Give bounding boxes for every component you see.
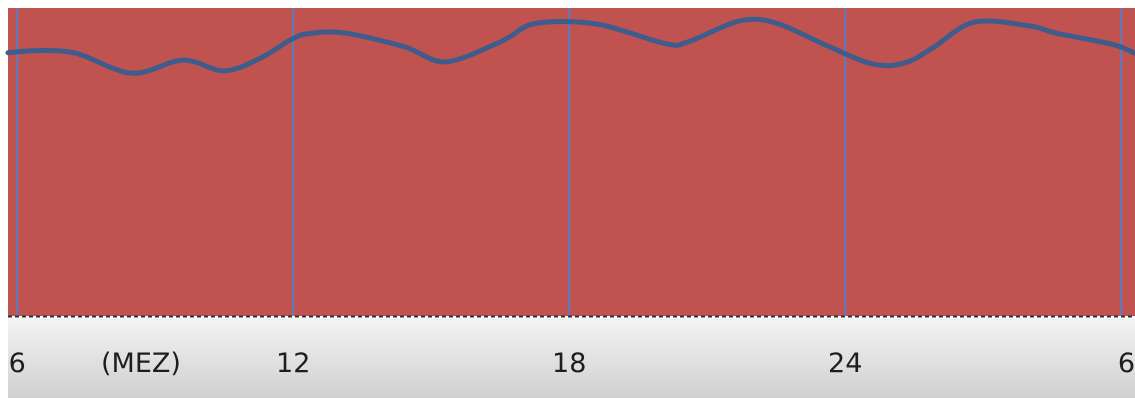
x-tick-labels: 6 12 18 24 6 xyxy=(9,348,1135,379)
x-axis-band xyxy=(8,318,1135,398)
plot-area xyxy=(8,8,1135,316)
x-tick-label: 6 xyxy=(9,348,26,379)
x-axis-unit-label: (MEZ) xyxy=(101,348,181,379)
series-line xyxy=(5,16,1135,76)
x-tick-label: 24 xyxy=(828,348,862,379)
x-tick-label: 6 xyxy=(1118,348,1135,379)
x-tick-label: 18 xyxy=(552,348,586,379)
grid-lines xyxy=(16,8,1123,316)
x-tick-label: 12 xyxy=(276,348,310,379)
